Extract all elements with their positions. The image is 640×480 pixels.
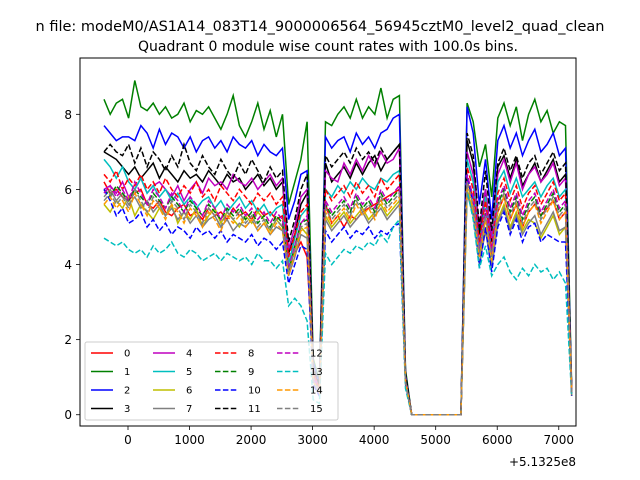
x-tick-label: 6000 [482, 433, 513, 447]
series-line-4 [103, 145, 573, 416]
legend-label-8: 8 [248, 349, 254, 360]
series-line-12 [103, 174, 573, 416]
series-line-14 [103, 185, 573, 416]
y-tick-label: 2 [64, 333, 72, 347]
legend-label-15: 15 [310, 404, 323, 415]
x-axis: 0 1000 2000 3000 4000 5000 6000 7000 [124, 426, 574, 447]
axes-frame [79, 57, 577, 427]
x-tick-label: 2000 [236, 433, 267, 447]
y-tick-label: 0 [64, 408, 72, 422]
legend-label-0: 0 [124, 349, 130, 360]
legend-label-6: 6 [186, 386, 192, 397]
y-tick-label: 8 [64, 108, 72, 122]
legend-label-2: 2 [124, 386, 130, 397]
series-line-1 [103, 80, 573, 416]
series-line-15 [103, 181, 573, 416]
legend-label-13: 13 [310, 367, 323, 378]
series-group [103, 80, 573, 416]
legend-label-10: 10 [248, 386, 261, 397]
legend-label-1: 1 [124, 367, 130, 378]
legend-label-4: 4 [186, 349, 192, 360]
legend-label-11: 11 [248, 404, 261, 415]
series-line-13 [103, 189, 573, 416]
x-axis-offset-label: +5.1325e8 [509, 455, 576, 469]
legend-label-7: 7 [186, 404, 192, 415]
legend-label-3: 3 [124, 404, 130, 415]
chart-title: Quadrant 0 module wise count rates with … [138, 39, 518, 55]
series-line-10 [103, 174, 573, 416]
plot-area [79, 57, 577, 427]
y-tick-label: 6 [64, 183, 72, 197]
figure-suptitle: n file: modeM0/AS1A14_083T14_9000006564_… [36, 19, 605, 35]
x-tick-label: 1000 [174, 433, 205, 447]
legend-label-14: 14 [310, 386, 323, 397]
legend-box [84, 341, 339, 421]
x-tick-label: 4000 [359, 433, 390, 447]
legend-label-9: 9 [248, 367, 254, 378]
legend-label-12: 12 [310, 349, 323, 360]
series-line-11 [103, 132, 573, 416]
y-axis: 0 2 4 6 8 [64, 108, 80, 422]
x-tick-label: 0 [124, 433, 132, 447]
y-tick-label: 4 [64, 258, 72, 272]
x-tick-label: 5000 [420, 433, 451, 447]
x-tick-label: 3000 [297, 433, 328, 447]
series-line-9 [103, 178, 573, 416]
x-tick-label: 7000 [543, 433, 574, 447]
series-line-2 [103, 106, 573, 416]
legend-label-5: 5 [186, 367, 192, 378]
